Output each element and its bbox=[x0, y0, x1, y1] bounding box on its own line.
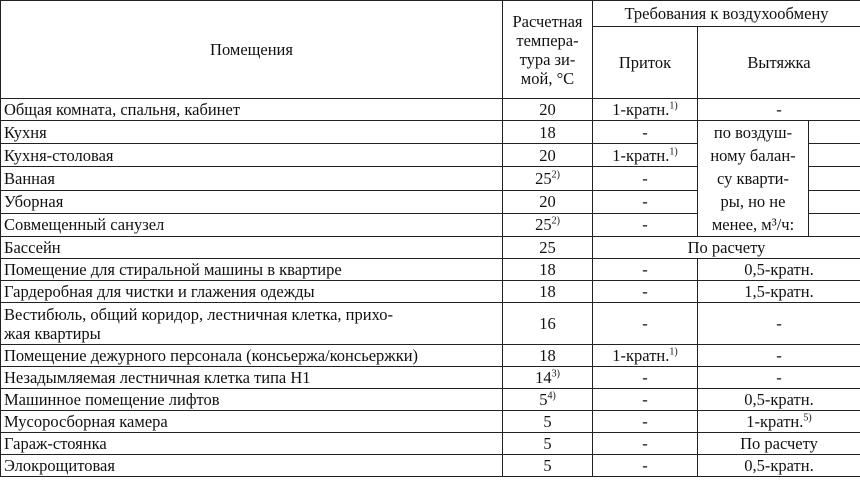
room-cell: Вестибюль, общий коридор, лестничная кле… bbox=[0, 302, 503, 345]
room-cell: Гардеробная для чистки и глажения одежды bbox=[0, 280, 503, 303]
temp-cell: 18 bbox=[502, 258, 593, 281]
header-supply: Приток bbox=[592, 26, 698, 99]
temp-cell: 54) bbox=[502, 388, 593, 411]
temp-cell: 20 bbox=[502, 143, 593, 168]
table-row: Совмещенный санузел 252) - bbox=[0, 212, 860, 238]
supply-cell: 1-кратн.1) bbox=[592, 143, 698, 168]
room-cell: Кухня-столовая bbox=[0, 143, 503, 168]
supply-cell: - bbox=[592, 280, 698, 303]
table-row: Элокрощитовая 5 - 0,5-кратн. bbox=[0, 454, 860, 477]
room-cell: Ванная bbox=[0, 166, 503, 191]
table-row: Общая комната, спальня, кабинет 20 1-кра… bbox=[0, 98, 860, 121]
supply-cell: - bbox=[592, 258, 698, 281]
temp-cell: 5 bbox=[502, 432, 593, 455]
exhaust-cell: 0,5-кратн. bbox=[697, 258, 860, 281]
combined-cell: По расчету bbox=[592, 236, 860, 259]
table-row: Помещение дежурного персонала (консьержа… bbox=[0, 344, 860, 367]
supply-cell: - bbox=[592, 302, 698, 345]
table-row: Гардеробная для чистки и глажения одежды… bbox=[0, 280, 860, 303]
supply-cell: 1-кратн.1) bbox=[592, 98, 698, 121]
supply-cell: - bbox=[592, 410, 698, 433]
room-cell: Общая комната, спальня, кабинет bbox=[0, 98, 503, 121]
supply-cell: - bbox=[592, 388, 698, 411]
room-cell: Бассейн bbox=[0, 236, 503, 259]
temp-cell: 5 bbox=[502, 454, 593, 477]
table-row: Гараж-стоянка 5 - По расчету bbox=[0, 432, 860, 455]
room-cell: Совмещенный санузел bbox=[0, 212, 503, 238]
supply-cell: - bbox=[592, 432, 698, 455]
table-row: Ванная 252) - bbox=[0, 166, 860, 191]
room-cell: Кухня bbox=[0, 119, 503, 145]
air-exchange-table: Помещения Расчетная темпера-тура зи-мой, … bbox=[0, 0, 860, 477]
table-row: Помещение для стиральной машины в кварти… bbox=[0, 258, 860, 281]
table-row: Бассейн 25 По расчету bbox=[0, 236, 860, 259]
supply-cell: 1-кратн.1) bbox=[592, 344, 698, 367]
temp-cell: 252) bbox=[502, 166, 593, 191]
exhaust-value-cell bbox=[808, 212, 860, 238]
exhaust-cell: 0,5-кратн. bbox=[697, 454, 860, 477]
header-requirements: Требования к воздухообмену bbox=[592, 0, 860, 27]
exhaust-cell: 0,5-кратн. bbox=[697, 388, 860, 411]
supply-cell: - bbox=[592, 366, 698, 389]
exhaust-cell: - bbox=[697, 366, 860, 389]
table-row: Кухня-столовая 20 1-кратн.1) bbox=[0, 143, 860, 168]
room-cell: Элокрощитовая bbox=[0, 454, 503, 477]
temp-cell: 18 bbox=[502, 280, 593, 303]
supply-cell: - bbox=[592, 166, 698, 191]
exhaust-value-cell bbox=[808, 166, 860, 191]
room-cell: Уборная bbox=[0, 189, 503, 214]
exhaust-cell: 1-кратн.5) bbox=[697, 410, 860, 433]
header-room: Помещения bbox=[0, 0, 503, 99]
header-temp: Расчетная темпера-тура зи-мой, °С bbox=[502, 0, 593, 99]
table-row: Вестибюль, общий коридор, лестничная кле… bbox=[0, 302, 860, 345]
temp-cell: 16 bbox=[502, 302, 593, 345]
supply-cell: - bbox=[592, 119, 698, 145]
room-cell: Помещение дежурного персонала (консьержа… bbox=[0, 344, 503, 367]
temp-cell: 143) bbox=[502, 366, 593, 389]
supply-cell: - bbox=[592, 212, 698, 238]
room-cell: Гараж-стоянка bbox=[0, 432, 503, 455]
supply-cell: - bbox=[592, 189, 698, 214]
exhaust-value-cell bbox=[808, 119, 860, 145]
table-row: Мусоросборная камера 5 - 1-кратн.5) bbox=[0, 410, 860, 433]
temp-cell: 25 bbox=[502, 236, 593, 259]
room-cell: Незадымляемая лестничная клетка типа Н1 bbox=[0, 366, 503, 389]
temp-cell: 18 bbox=[502, 344, 593, 367]
exhaust-value-cell bbox=[808, 143, 860, 168]
temp-cell: 18 bbox=[502, 119, 593, 145]
temp-cell: 5 bbox=[502, 410, 593, 433]
temp-cell: 20 bbox=[502, 98, 593, 121]
temp-cell: 20 bbox=[502, 189, 593, 214]
exhaust-value-cell bbox=[808, 189, 860, 214]
table-row: Кухня 18 - по воздуш-ному балан-су кварт… bbox=[0, 119, 860, 237]
exhaust-cell: 1,5-кратн. bbox=[697, 280, 860, 303]
supply-cell: - bbox=[592, 454, 698, 477]
temp-cell: 252) bbox=[502, 212, 593, 238]
exhaust-cell: - bbox=[697, 98, 860, 121]
exhaust-cell: - bbox=[697, 344, 860, 367]
table-row: Машинное помещение лифтов 54) - 0,5-крат… bbox=[0, 388, 860, 411]
room-cell: Помещение для стиральной машины в кварти… bbox=[0, 258, 503, 281]
exhaust-cell: По расчету bbox=[697, 432, 860, 455]
exhaust-cell: - bbox=[697, 302, 860, 345]
room-cell: Машинное помещение лифтов bbox=[0, 388, 503, 411]
room-cell: Мусоросборная камера bbox=[0, 410, 503, 433]
header-exhaust: Вытяжка bbox=[697, 26, 860, 99]
exhaust-balance-note: по воздуш-ному балан-су кварти-ры, но не… bbox=[697, 120, 809, 237]
table-row: Незадымляемая лестничная клетка типа Н1 … bbox=[0, 366, 860, 389]
